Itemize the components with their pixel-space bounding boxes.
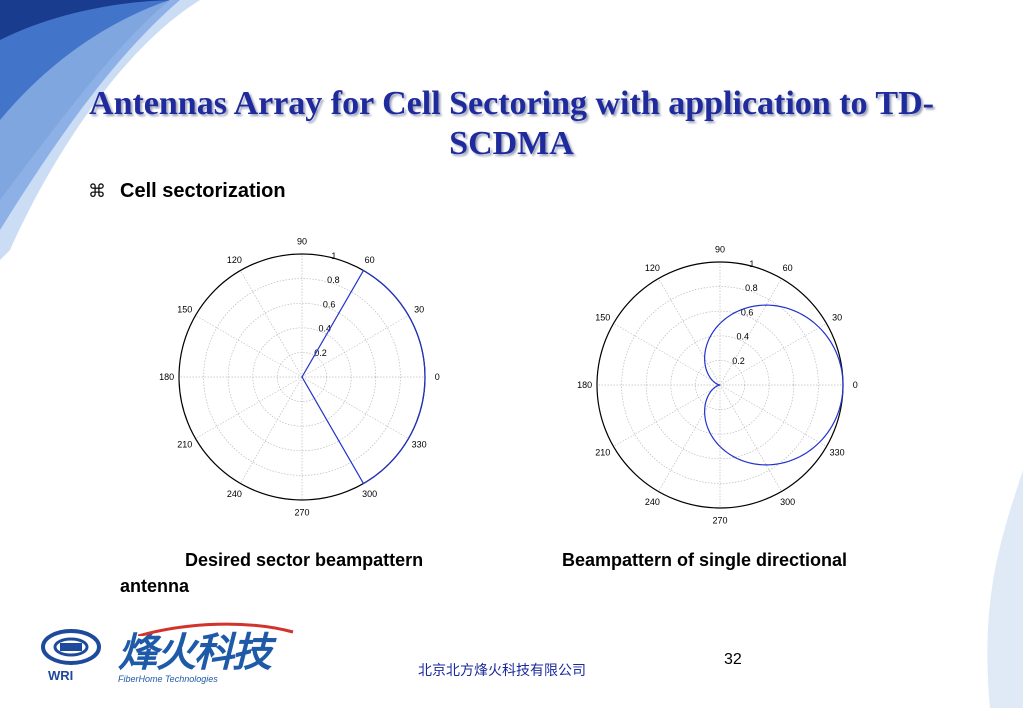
angle-tick-label: 180 — [577, 380, 592, 390]
caption-desired-sector: Desired sector beampattern — [185, 550, 424, 570]
radial-tick-label: 1 — [331, 251, 336, 261]
caption-wrap-antenna: antenna — [120, 576, 190, 596]
page-number: 32 — [724, 651, 742, 668]
angle-tick-label: 120 — [227, 255, 242, 265]
angle-tick-label: 90 — [715, 246, 725, 255]
polar-spoke — [658, 384, 721, 492]
fiberhome-logo-arc — [138, 622, 294, 636]
fiberhome-logo-en: FiberHome Technologies — [118, 674, 218, 684]
polar-ring — [621, 286, 819, 484]
angle-tick-label: 60 — [783, 263, 793, 273]
angle-tick-label: 90 — [297, 238, 307, 247]
footer-company-name: 北京北方烽火科技有限公司 — [418, 663, 586, 679]
polar-chart-desired-sector: 0 30 60 90 120 150 180 210 240 270 300 330 0.2 0.4 0.6… — [159, 238, 440, 517]
polar-spoke — [240, 270, 303, 378]
polar-ring — [695, 360, 745, 410]
radial-tick-label: 0.8 — [327, 275, 340, 285]
polar-spoke — [658, 278, 721, 386]
bullet-item: ⌘ Cell sectorization — [88, 180, 286, 203]
polar-spoke — [613, 323, 721, 386]
angle-tick-label: 180 — [159, 372, 174, 382]
angle-tick-label: 270 — [712, 515, 727, 525]
slide-title: Antennas Array for Cell Sectoring with a… — [89, 85, 934, 162]
polar-spoke — [240, 376, 303, 484]
angle-tick-label: 120 — [645, 263, 660, 273]
radial-tick-label: 0.6 — [323, 299, 336, 309]
bullet-text: Cell sectorization — [120, 180, 286, 202]
right-edge-swoosh — [987, 470, 1023, 708]
polar-ring — [670, 335, 770, 435]
angle-tick-label: 150 — [177, 304, 192, 314]
angle-tick-label: 240 — [227, 489, 242, 499]
polar-spoke — [719, 384, 782, 492]
radial-tick-label: 1 — [749, 259, 754, 269]
angle-tick-label: 0 — [435, 372, 440, 382]
polar-spoke — [195, 376, 303, 439]
angle-tick-label: 330 — [830, 448, 845, 458]
polar-ring — [277, 352, 327, 402]
angle-tick-label: 0 — [853, 380, 858, 390]
fiberhome-logo: 烽火科技 FiberHome Technologies — [118, 620, 294, 684]
polar-spoke — [613, 384, 721, 447]
angle-tick-label: 30 — [832, 312, 842, 322]
beampattern-line — [704, 304, 844, 466]
angle-tick-label: 240 — [645, 497, 660, 507]
radial-tick-label: 0.8 — [745, 283, 758, 293]
polar-spoke — [719, 278, 782, 386]
polar-spoke — [719, 384, 827, 447]
wri-logo — [41, 629, 101, 665]
polar-spoke — [195, 315, 303, 378]
command-icon: ⌘ — [88, 181, 106, 202]
angle-tick-label: 150 — [595, 312, 610, 322]
polar-spoke — [301, 315, 409, 378]
radial-tick-label: 0.4 — [737, 332, 750, 342]
radial-tick-label: 0.2 — [314, 348, 327, 358]
angle-tick-label: 300 — [780, 497, 795, 507]
beampattern-line — [301, 269, 426, 485]
wri-logo-text: WRI — [48, 668, 74, 683]
polar-ring — [203, 278, 401, 476]
polar-ring — [252, 327, 352, 427]
corner-swoosh-mid — [0, 0, 180, 230]
angle-tick-label: 300 — [362, 489, 377, 499]
polar-spoke — [719, 323, 827, 386]
radial-tick-label: 0.2 — [732, 356, 745, 366]
polar-ring — [227, 302, 377, 452]
angle-tick-label: 30 — [414, 304, 424, 314]
polar-chart-single-directional: 0 30 60 90 120 150 180 210 240 270 300 330 0.2 0.4 0.6… — [577, 246, 858, 525]
angle-tick-label: 210 — [177, 440, 192, 450]
radial-tick-label: 0.4 — [319, 324, 332, 334]
polar-ring — [645, 310, 795, 460]
angle-tick-label: 330 — [412, 440, 427, 450]
angle-tick-label: 270 — [294, 507, 309, 517]
caption-single-directional: Beampattern of single directional — [562, 550, 848, 570]
polar-spoke — [301, 376, 409, 439]
radial-tick-label: 0.6 — [741, 307, 754, 317]
fiberhome-logo-cn: 烽火科技 — [118, 629, 272, 676]
corner-swoosh-light — [0, 0, 200, 260]
angle-tick-label: 210 — [595, 448, 610, 458]
angle-tick-label: 60 — [365, 255, 375, 265]
